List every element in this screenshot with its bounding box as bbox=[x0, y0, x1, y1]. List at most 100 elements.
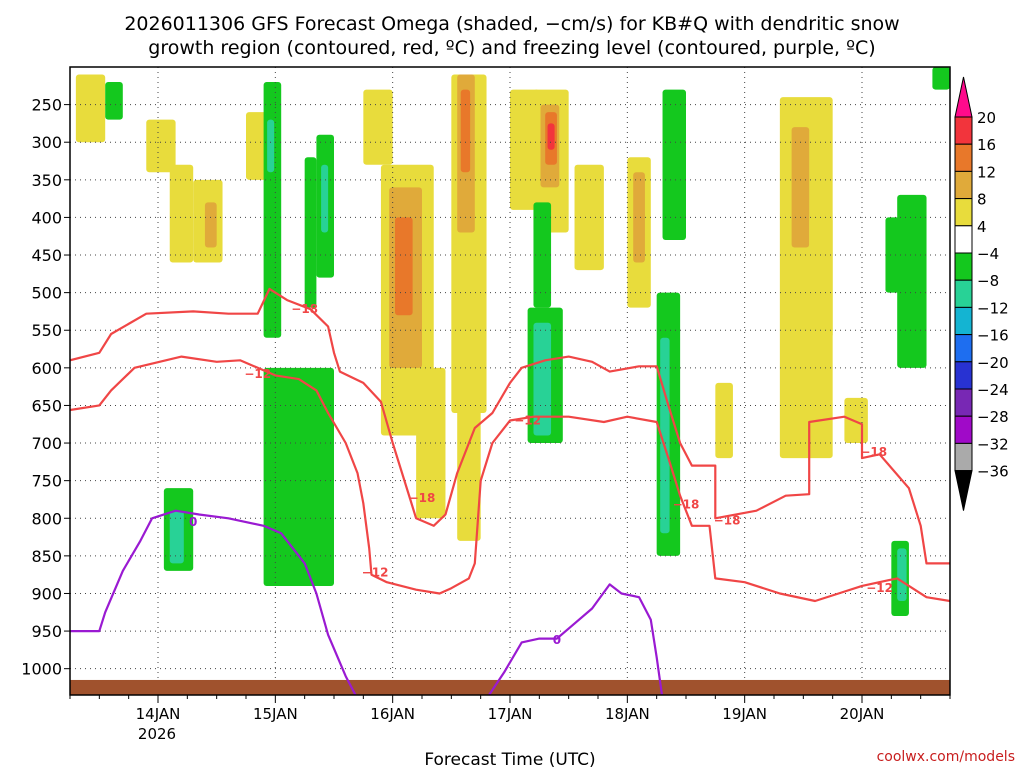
y-tick-label: 750 bbox=[31, 472, 62, 491]
omega-shade-region bbox=[363, 89, 393, 165]
colorbar-label: −12 bbox=[977, 299, 1009, 317]
omega-shade-region bbox=[304, 157, 317, 308]
colorbar-segment bbox=[954, 225, 973, 254]
y-tick-label: 1000 bbox=[21, 660, 62, 679]
colorbar-segment bbox=[954, 252, 973, 281]
gridlines bbox=[70, 67, 950, 695]
x-tick-label: 17JAN bbox=[488, 705, 533, 723]
omega-shade-region bbox=[169, 164, 194, 263]
contour-label: −18 bbox=[291, 302, 318, 316]
contour-label: −18 bbox=[673, 498, 700, 512]
colorbar-label: −28 bbox=[977, 408, 1009, 426]
omega-shade-region bbox=[547, 123, 555, 150]
contour-label: −18 bbox=[860, 445, 887, 459]
contour-line bbox=[70, 355, 950, 603]
colorbar-bottom-arrow bbox=[954, 470, 973, 511]
omega-shading bbox=[75, 67, 950, 617]
credit-text: coolwx.com/models bbox=[877, 749, 1015, 765]
contour-line bbox=[70, 287, 950, 565]
omega-shade-region bbox=[169, 510, 184, 564]
colorbar-label: −24 bbox=[977, 381, 1009, 399]
colorbar-label: 20 bbox=[977, 109, 996, 127]
colorbar-segment bbox=[954, 306, 973, 336]
x-axis-year-label: 2026 bbox=[138, 725, 176, 743]
omega-shade-region bbox=[510, 89, 540, 210]
chart-title-line1: 2026011306 GFS Forecast Omega (shaded, −… bbox=[124, 13, 899, 35]
colorbar: 20 16 12 8 4 −4 −8 −12 −16 −20 −24 −28 −32 −36 bbox=[954, 76, 1009, 511]
y-tick-label: 950 bbox=[31, 622, 62, 641]
colorbar-label: −16 bbox=[977, 327, 1009, 345]
colorbar-label: −8 bbox=[977, 272, 999, 290]
omega-shade-region bbox=[321, 164, 329, 233]
omega-shade-region bbox=[897, 548, 907, 601]
colorbar-segment bbox=[954, 415, 973, 444]
terrain-surface bbox=[70, 679, 950, 695]
omega-shade-region bbox=[897, 194, 927, 368]
omega-shade-region bbox=[460, 89, 471, 173]
contour-label: −18 bbox=[409, 491, 436, 505]
omega-shade-region bbox=[574, 164, 604, 271]
y-tick-label: 250 bbox=[31, 96, 62, 115]
omega-shade-region bbox=[932, 67, 950, 90]
y-tick-label: 700 bbox=[31, 434, 62, 453]
contour-label: −12 bbox=[866, 581, 893, 595]
contour-label: 0 bbox=[553, 633, 561, 647]
colorbar-label: −4 bbox=[977, 245, 999, 263]
contour-lines: −18 −18 −18 −18 −18 −12 −12 −12 −12 0 0 bbox=[70, 287, 950, 695]
x-tick-label: 16JAN bbox=[370, 705, 415, 723]
colorbar-label: 4 bbox=[977, 218, 987, 236]
omega-shade-region bbox=[633, 172, 645, 263]
colorbar-segment bbox=[954, 143, 973, 172]
y-tick-label: 350 bbox=[31, 171, 62, 190]
contour-line bbox=[70, 509, 357, 695]
colorbar-segment bbox=[954, 170, 973, 200]
colorbar-label: −36 bbox=[977, 463, 1009, 481]
y-tick-label: 600 bbox=[31, 359, 62, 378]
omega-shade-region bbox=[662, 89, 686, 240]
y-axis: 250 300 350 400 450 500 550 600 650 700 750 800 850 9… bbox=[21, 96, 70, 679]
colorbar-segment bbox=[954, 361, 973, 390]
omega-shade-region bbox=[267, 119, 275, 173]
y-tick-label: 850 bbox=[31, 547, 62, 566]
y-tick-label: 800 bbox=[31, 509, 62, 528]
y-tick-label: 900 bbox=[31, 584, 62, 603]
y-tick-label: 500 bbox=[31, 284, 62, 303]
omega-shade-region bbox=[146, 119, 176, 173]
contour-line bbox=[487, 583, 664, 695]
y-tick-label: 550 bbox=[31, 321, 62, 340]
omega-shade-region bbox=[263, 367, 334, 586]
x-axis-title: Forecast Time (UTC) bbox=[424, 750, 595, 768]
colorbar-label: −32 bbox=[977, 435, 1009, 453]
colorbar-segment bbox=[954, 442, 973, 472]
y-tick-label: 450 bbox=[31, 246, 62, 265]
colorbar-label: −20 bbox=[977, 354, 1009, 372]
contour-label: −12 bbox=[244, 367, 271, 381]
y-tick-label: 400 bbox=[31, 208, 62, 227]
x-tick-label: 18JAN bbox=[605, 705, 650, 723]
omega-shade-region bbox=[204, 202, 217, 248]
omega-shade-region bbox=[844, 397, 868, 444]
colorbar-segment bbox=[954, 198, 973, 227]
contour-label: −12 bbox=[514, 413, 541, 427]
colorbar-segment bbox=[954, 279, 973, 308]
contour-label: −12 bbox=[362, 565, 389, 579]
colorbar-segment bbox=[954, 116, 973, 145]
colorbar-label: 16 bbox=[977, 136, 996, 154]
y-tick-label: 650 bbox=[31, 396, 62, 415]
omega-shade-region bbox=[533, 202, 552, 308]
omega-shade-region bbox=[715, 382, 733, 459]
contour-label: −18 bbox=[714, 514, 741, 528]
omega-shade-region bbox=[395, 217, 413, 316]
colorbar-segment bbox=[954, 334, 973, 363]
omega-shade-region bbox=[457, 397, 481, 541]
x-axis: 14JAN 15JAN 16JAN 17JAN 18JAN 19JAN 20JAN bbox=[69, 695, 951, 723]
y-tick-label: 300 bbox=[31, 133, 62, 152]
contour-label: 0 bbox=[189, 515, 197, 529]
x-tick-label: 19JAN bbox=[722, 705, 767, 723]
omega-shade-region bbox=[791, 127, 810, 248]
omega-shade-region bbox=[75, 74, 106, 143]
x-tick-label: 20JAN bbox=[840, 705, 885, 723]
colorbar-label: 12 bbox=[977, 163, 996, 181]
colorbar-top-arrow bbox=[954, 76, 973, 118]
